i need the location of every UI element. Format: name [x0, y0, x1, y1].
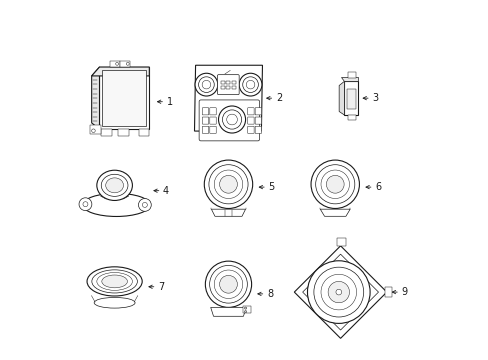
Bar — [226, 81, 230, 84]
FancyBboxPatch shape — [247, 108, 254, 115]
Bar — [102, 70, 146, 126]
Text: 5: 5 — [268, 182, 274, 192]
Ellipse shape — [97, 170, 132, 201]
FancyBboxPatch shape — [209, 108, 216, 115]
Circle shape — [218, 106, 245, 133]
Circle shape — [79, 198, 92, 211]
FancyBboxPatch shape — [255, 108, 261, 115]
Bar — [109, 60, 120, 67]
Circle shape — [83, 202, 88, 207]
Bar — [384, 287, 391, 297]
Bar — [347, 115, 355, 120]
Bar — [226, 86, 230, 89]
Ellipse shape — [102, 275, 127, 288]
Ellipse shape — [101, 174, 128, 196]
Polygon shape — [100, 196, 129, 199]
Bar — [232, 86, 236, 89]
Circle shape — [239, 73, 262, 96]
Circle shape — [335, 289, 341, 295]
FancyBboxPatch shape — [247, 117, 254, 124]
Circle shape — [126, 62, 129, 65]
FancyBboxPatch shape — [217, 75, 239, 95]
Circle shape — [202, 80, 210, 89]
Circle shape — [209, 265, 247, 303]
FancyBboxPatch shape — [347, 72, 355, 78]
Circle shape — [214, 170, 242, 198]
Circle shape — [91, 129, 95, 132]
Bar — [220, 81, 224, 84]
Polygon shape — [320, 209, 349, 216]
FancyBboxPatch shape — [247, 126, 254, 134]
Bar — [118, 129, 129, 136]
Circle shape — [320, 274, 356, 310]
Polygon shape — [91, 67, 149, 76]
Circle shape — [226, 114, 237, 125]
FancyBboxPatch shape — [255, 117, 261, 124]
Circle shape — [219, 175, 237, 193]
Circle shape — [246, 80, 254, 89]
Polygon shape — [194, 65, 262, 131]
Bar — [344, 81, 357, 115]
Circle shape — [313, 267, 363, 317]
Circle shape — [219, 275, 237, 293]
Circle shape — [222, 110, 241, 129]
Bar — [232, 81, 236, 84]
Circle shape — [320, 170, 349, 198]
Circle shape — [325, 175, 344, 193]
Polygon shape — [340, 77, 357, 81]
Bar — [139, 129, 149, 136]
Text: 8: 8 — [266, 289, 272, 299]
Text: 2: 2 — [275, 93, 282, 103]
Polygon shape — [91, 67, 99, 129]
Text: 7: 7 — [158, 282, 164, 292]
Circle shape — [242, 77, 258, 93]
Bar — [101, 129, 112, 136]
Circle shape — [198, 77, 214, 93]
Circle shape — [214, 270, 242, 298]
Circle shape — [204, 160, 252, 208]
FancyBboxPatch shape — [255, 126, 261, 134]
Ellipse shape — [105, 178, 123, 193]
Text: 6: 6 — [374, 182, 381, 192]
Polygon shape — [302, 254, 378, 330]
Bar — [243, 306, 250, 314]
Polygon shape — [294, 246, 386, 338]
Ellipse shape — [87, 267, 142, 296]
Text: 1: 1 — [166, 97, 172, 107]
FancyBboxPatch shape — [209, 117, 216, 124]
Circle shape — [307, 261, 369, 323]
Circle shape — [142, 202, 147, 207]
Text: 4: 4 — [163, 186, 169, 196]
Circle shape — [244, 311, 246, 313]
FancyBboxPatch shape — [202, 117, 208, 124]
Bar — [99, 67, 149, 129]
FancyBboxPatch shape — [199, 100, 259, 141]
Circle shape — [205, 261, 251, 307]
Circle shape — [244, 307, 246, 309]
Polygon shape — [211, 209, 245, 216]
Ellipse shape — [94, 297, 135, 308]
Bar — [90, 125, 101, 134]
Polygon shape — [210, 307, 246, 316]
Ellipse shape — [82, 193, 150, 216]
FancyBboxPatch shape — [202, 126, 208, 134]
Bar — [336, 238, 345, 246]
FancyBboxPatch shape — [202, 108, 208, 115]
Circle shape — [208, 165, 247, 204]
Circle shape — [195, 73, 217, 96]
Ellipse shape — [97, 273, 132, 290]
Bar — [120, 60, 130, 67]
Bar — [346, 89, 355, 109]
Circle shape — [138, 198, 151, 211]
Text: 9: 9 — [401, 287, 407, 297]
Bar — [220, 86, 224, 89]
Polygon shape — [339, 81, 344, 115]
Ellipse shape — [92, 270, 137, 293]
Circle shape — [327, 282, 349, 303]
Circle shape — [310, 160, 359, 208]
FancyBboxPatch shape — [209, 126, 216, 134]
Text: 3: 3 — [371, 93, 378, 103]
Circle shape — [116, 62, 118, 65]
Circle shape — [315, 165, 354, 204]
